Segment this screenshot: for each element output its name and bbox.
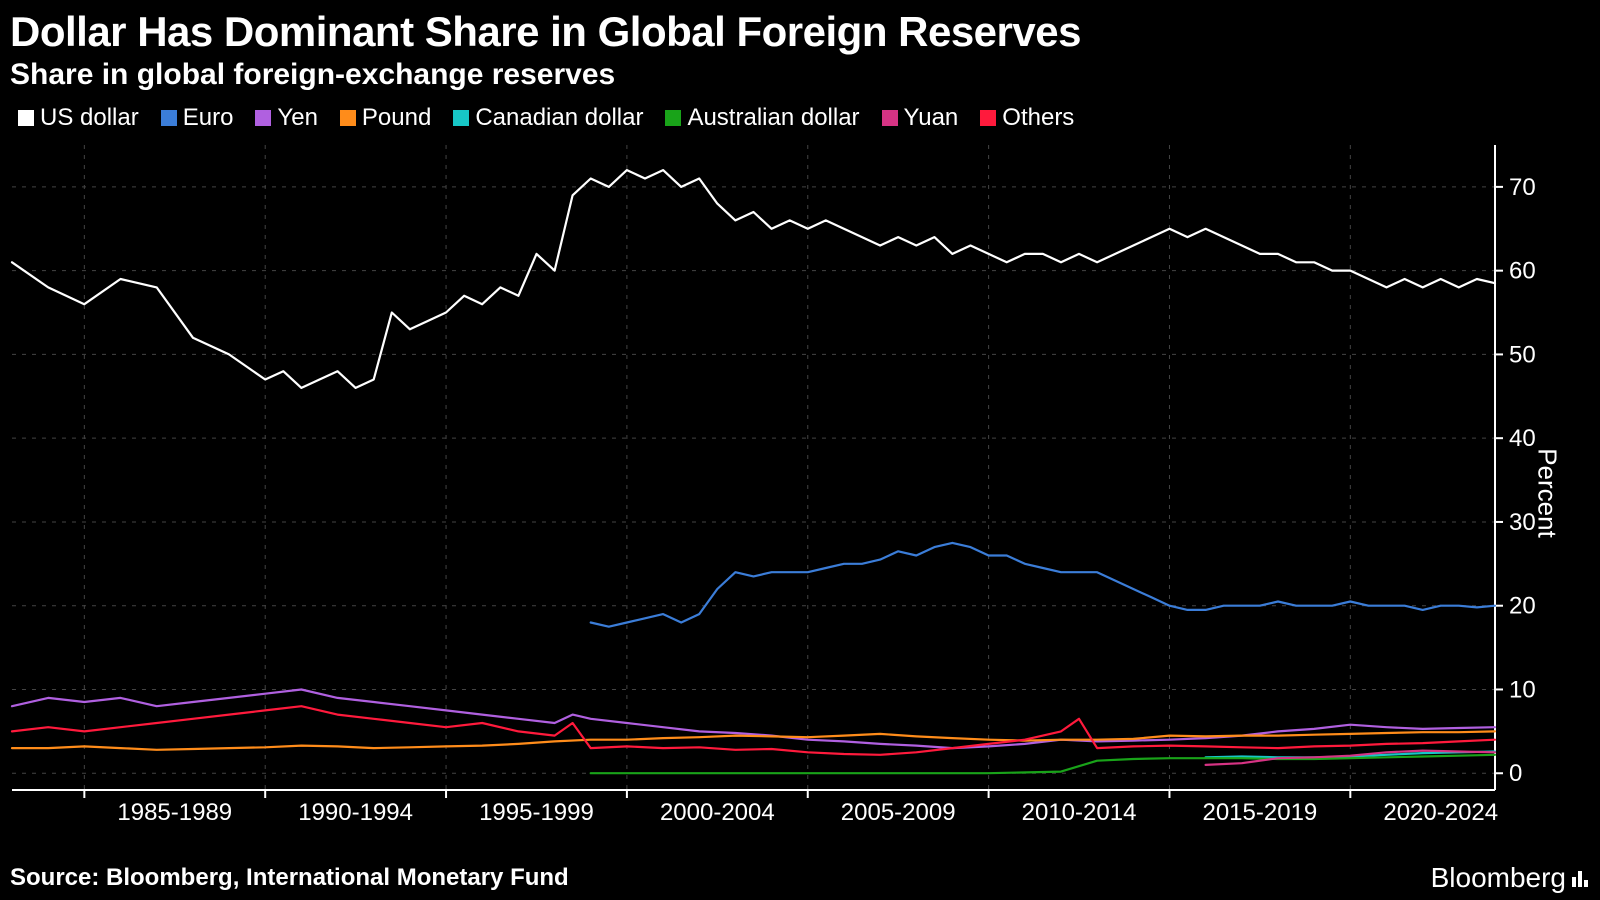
legend-swatch	[665, 110, 681, 126]
chart-title: Dollar Has Dominant Share in Global Fore…	[0, 0, 1600, 56]
brand-text: Bloomberg	[1431, 862, 1566, 894]
legend-label: Others	[1002, 104, 1074, 132]
svg-text:2000-2004: 2000-2004	[660, 799, 775, 826]
svg-text:10: 10	[1509, 676, 1536, 703]
svg-text:2020-2024: 2020-2024	[1383, 799, 1498, 826]
legend-item: Canadian dollar	[453, 104, 643, 132]
svg-text:60: 60	[1509, 258, 1536, 285]
svg-text:1985-1989: 1985-1989	[117, 799, 232, 826]
legend-swatch	[980, 110, 996, 126]
legend: US dollar Euro Yen Pound Canadian dollar Aust…	[0, 98, 1600, 140]
svg-text:1995-1999: 1995-1999	[479, 799, 594, 826]
legend-label: Yen	[277, 104, 318, 132]
chart-subtitle: Share in global foreign-exchange reserve…	[0, 56, 1600, 98]
legend-item: Yuan	[882, 104, 959, 132]
line-chart: 0102030405060701985-19891990-19941995-19…	[10, 140, 1590, 840]
legend-label: Pound	[362, 104, 431, 132]
legend-swatch	[340, 110, 356, 126]
legend-item: Euro	[161, 104, 234, 132]
legend-swatch	[882, 110, 898, 126]
legend-item: Australian dollar	[665, 104, 859, 132]
source-text: Source: Bloomberg, International Monetar…	[10, 864, 569, 892]
svg-text:2015-2019: 2015-2019	[1202, 799, 1317, 826]
legend-label: US dollar	[40, 104, 139, 132]
legend-swatch	[255, 110, 271, 126]
legend-item: Pound	[340, 104, 431, 132]
chart-area: 0102030405060701985-19891990-19941995-19…	[10, 140, 1590, 845]
legend-label: Australian dollar	[687, 104, 859, 132]
legend-item: Others	[980, 104, 1074, 132]
bloomberg-icon	[1572, 869, 1590, 887]
svg-text:0: 0	[1509, 760, 1522, 787]
legend-label: Euro	[183, 104, 234, 132]
svg-text:2005-2009: 2005-2009	[841, 799, 956, 826]
legend-item: Yen	[255, 104, 318, 132]
brand-logo: Bloomberg	[1431, 862, 1590, 894]
svg-text:50: 50	[1509, 341, 1536, 368]
svg-text:2010-2014: 2010-2014	[1022, 799, 1137, 826]
legend-item: US dollar	[18, 104, 139, 132]
legend-label: Canadian dollar	[475, 104, 643, 132]
legend-swatch	[18, 110, 34, 126]
svg-text:1990-1994: 1990-1994	[298, 799, 413, 826]
y-axis-label: Percent	[1532, 448, 1563, 538]
legend-label: Yuan	[904, 104, 959, 132]
svg-text:20: 20	[1509, 593, 1536, 620]
legend-swatch	[453, 110, 469, 126]
svg-text:70: 70	[1509, 174, 1536, 201]
legend-swatch	[161, 110, 177, 126]
